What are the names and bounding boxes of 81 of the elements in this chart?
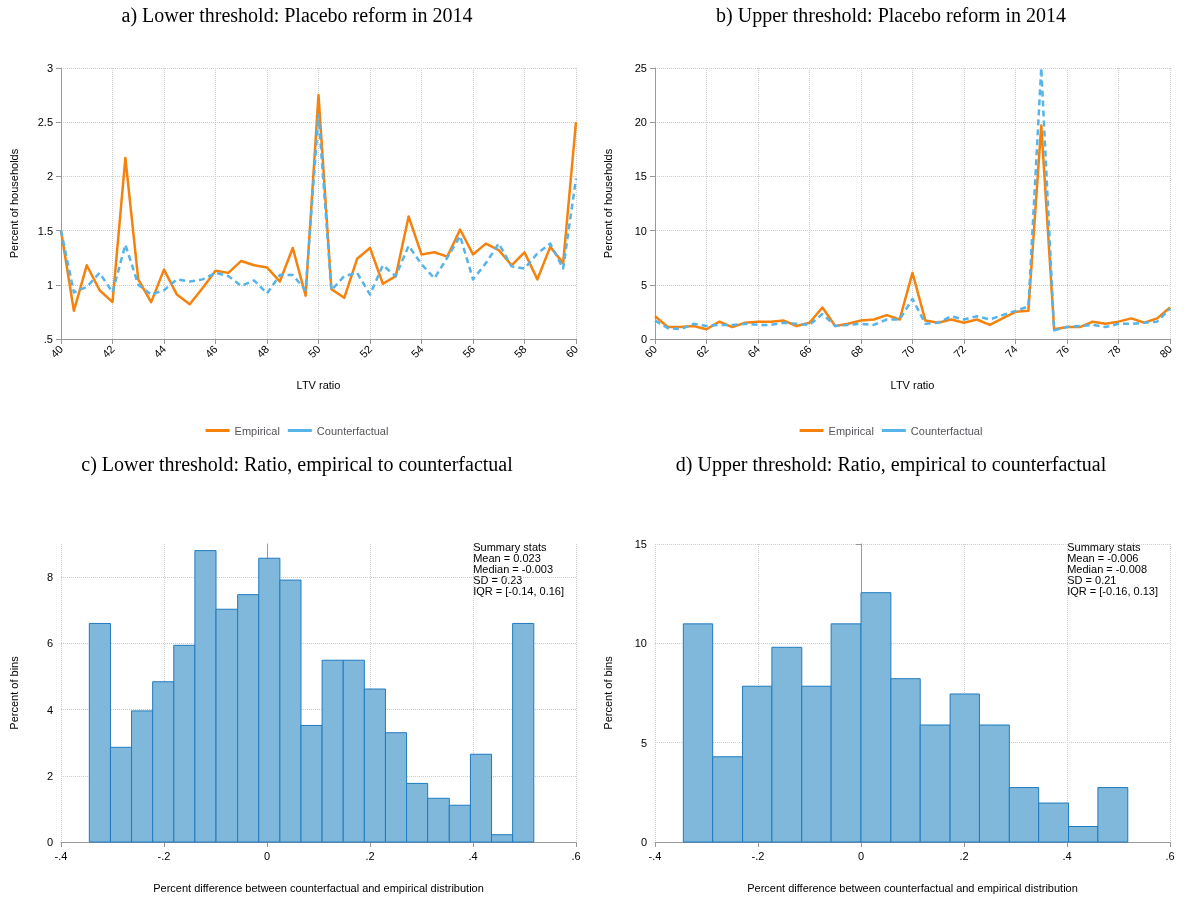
x-axis-title: Percent difference between counterfactual and empirical distribution (747, 881, 1078, 894)
x-tick-label: -.4 (54, 849, 68, 862)
x-tick-label: .4 (468, 849, 478, 862)
x-tick-label: 78 (1105, 342, 1123, 360)
x-axis-title: LTV ratio (296, 378, 341, 391)
x-tick-label: 68 (848, 342, 866, 360)
annotation: IQR = [-0.14, 0.16] (473, 584, 565, 597)
y-axis-title: Percent of households (7, 148, 20, 259)
annotation: SD = 0.21 (1067, 573, 1117, 586)
x-tick-label: 60 (642, 342, 660, 360)
x-tick-label: 62 (693, 342, 711, 360)
annotation: IQR = [-0.16, 0.13] (1067, 584, 1159, 597)
chart-title: a) Lower threshold: Placebo reform in 2014 (121, 4, 473, 27)
x-tick-label: 48 (254, 342, 272, 360)
x-tick-label: 46 (202, 342, 220, 360)
y-tick-label: 8 (46, 571, 53, 584)
x-tick-label: 56 (460, 342, 478, 360)
x-tick-label: 42 (99, 342, 117, 360)
y-tick-label: 2.5 (37, 116, 53, 129)
legend-label: Empirical (828, 424, 874, 437)
x-tick-label: 80 (1157, 342, 1175, 360)
x-tick-label: 74 (1002, 342, 1020, 360)
x-tick-label: -.2 (751, 849, 765, 862)
x-tick-label: 54 (408, 342, 426, 360)
y-tick-label: 1.5 (37, 224, 53, 237)
annotation: Summary stats (1067, 540, 1142, 553)
y-tick-label: 25 (634, 62, 647, 74)
y-tick-label: 3 (46, 62, 53, 74)
legend-label: Counterfactual (316, 424, 389, 437)
x-tick-label: 64 (745, 342, 763, 360)
x-axis-title: LTV ratio (890, 378, 935, 391)
chart-title: b) Upper threshold: Placebo reform in 2014 (716, 4, 1066, 27)
y-tick-label: 5 (640, 278, 647, 291)
x-tick-label: 72 (951, 342, 969, 360)
x-tick-label: -.4 (648, 849, 662, 862)
annotation: Mean = -0.006 (1067, 551, 1139, 564)
x-tick-label: 70 (899, 342, 917, 360)
y-tick-label: .5 (43, 333, 53, 345)
chart-title: c) Lower threshold: Ratio, empirical to counterfactual (81, 453, 514, 476)
y-tick-label: 15 (634, 538, 647, 550)
x-tick-label: 60 (563, 342, 581, 360)
annotation: Summary stats (473, 540, 548, 553)
y-tick-label: 2 (46, 769, 53, 782)
y-tick-label: 5 (640, 736, 647, 749)
x-tick-label: 58 (511, 342, 529, 360)
y-tick-label: 2 (46, 170, 53, 183)
annotation: Median = -0.003 (473, 562, 554, 575)
x-tick-label: .6 (1165, 849, 1175, 862)
y-tick-label: 1 (46, 278, 53, 291)
x-tick-label: 0 (263, 849, 271, 862)
chart-title: d) Upper threshold: Ratio, empirical to counterfactual (675, 453, 1107, 476)
x-tick-label: 0 (857, 849, 865, 862)
x-tick-label: .6 (571, 849, 581, 862)
x-tick-label: .4 (1062, 849, 1072, 862)
legend-label: Empirical (234, 424, 280, 437)
x-tick-label: .2 (959, 849, 969, 862)
y-tick-label: 0 (640, 836, 647, 848)
y-tick-label: 20 (634, 116, 647, 129)
x-tick-label: 66 (796, 342, 814, 360)
y-tick-label: 0 (46, 836, 53, 848)
x-tick-label: 44 (151, 342, 169, 360)
x-tick-label: 40 (48, 342, 66, 360)
x-tick-label: -.2 (157, 849, 171, 862)
annotation: Median = -0.008 (1067, 562, 1148, 575)
x-tick-label: 76 (1054, 342, 1072, 360)
y-tick-label: 10 (634, 224, 647, 237)
y-axis-title: Percent of households (601, 148, 614, 259)
line-series (59, 113, 578, 296)
y-tick-label: 6 (46, 637, 53, 650)
x-tick-label: .2 (365, 849, 375, 862)
y-axis-title: Percent of bins (7, 655, 20, 730)
x-tick-label: 50 (305, 342, 323, 360)
legend-label: Counterfactual (910, 424, 983, 437)
x-tick-label: 52 (357, 342, 375, 360)
annotation: Mean = 0.023 (473, 551, 541, 564)
y-axis-title: Percent of bins (601, 655, 614, 730)
x-axis-title: Percent difference between counterfactual and empirical distribution (153, 881, 484, 894)
y-tick-label: 4 (46, 703, 53, 716)
y-tick-label: 0 (640, 333, 647, 345)
y-tick-label: 10 (634, 637, 647, 650)
y-tick-label: 15 (634, 170, 647, 183)
